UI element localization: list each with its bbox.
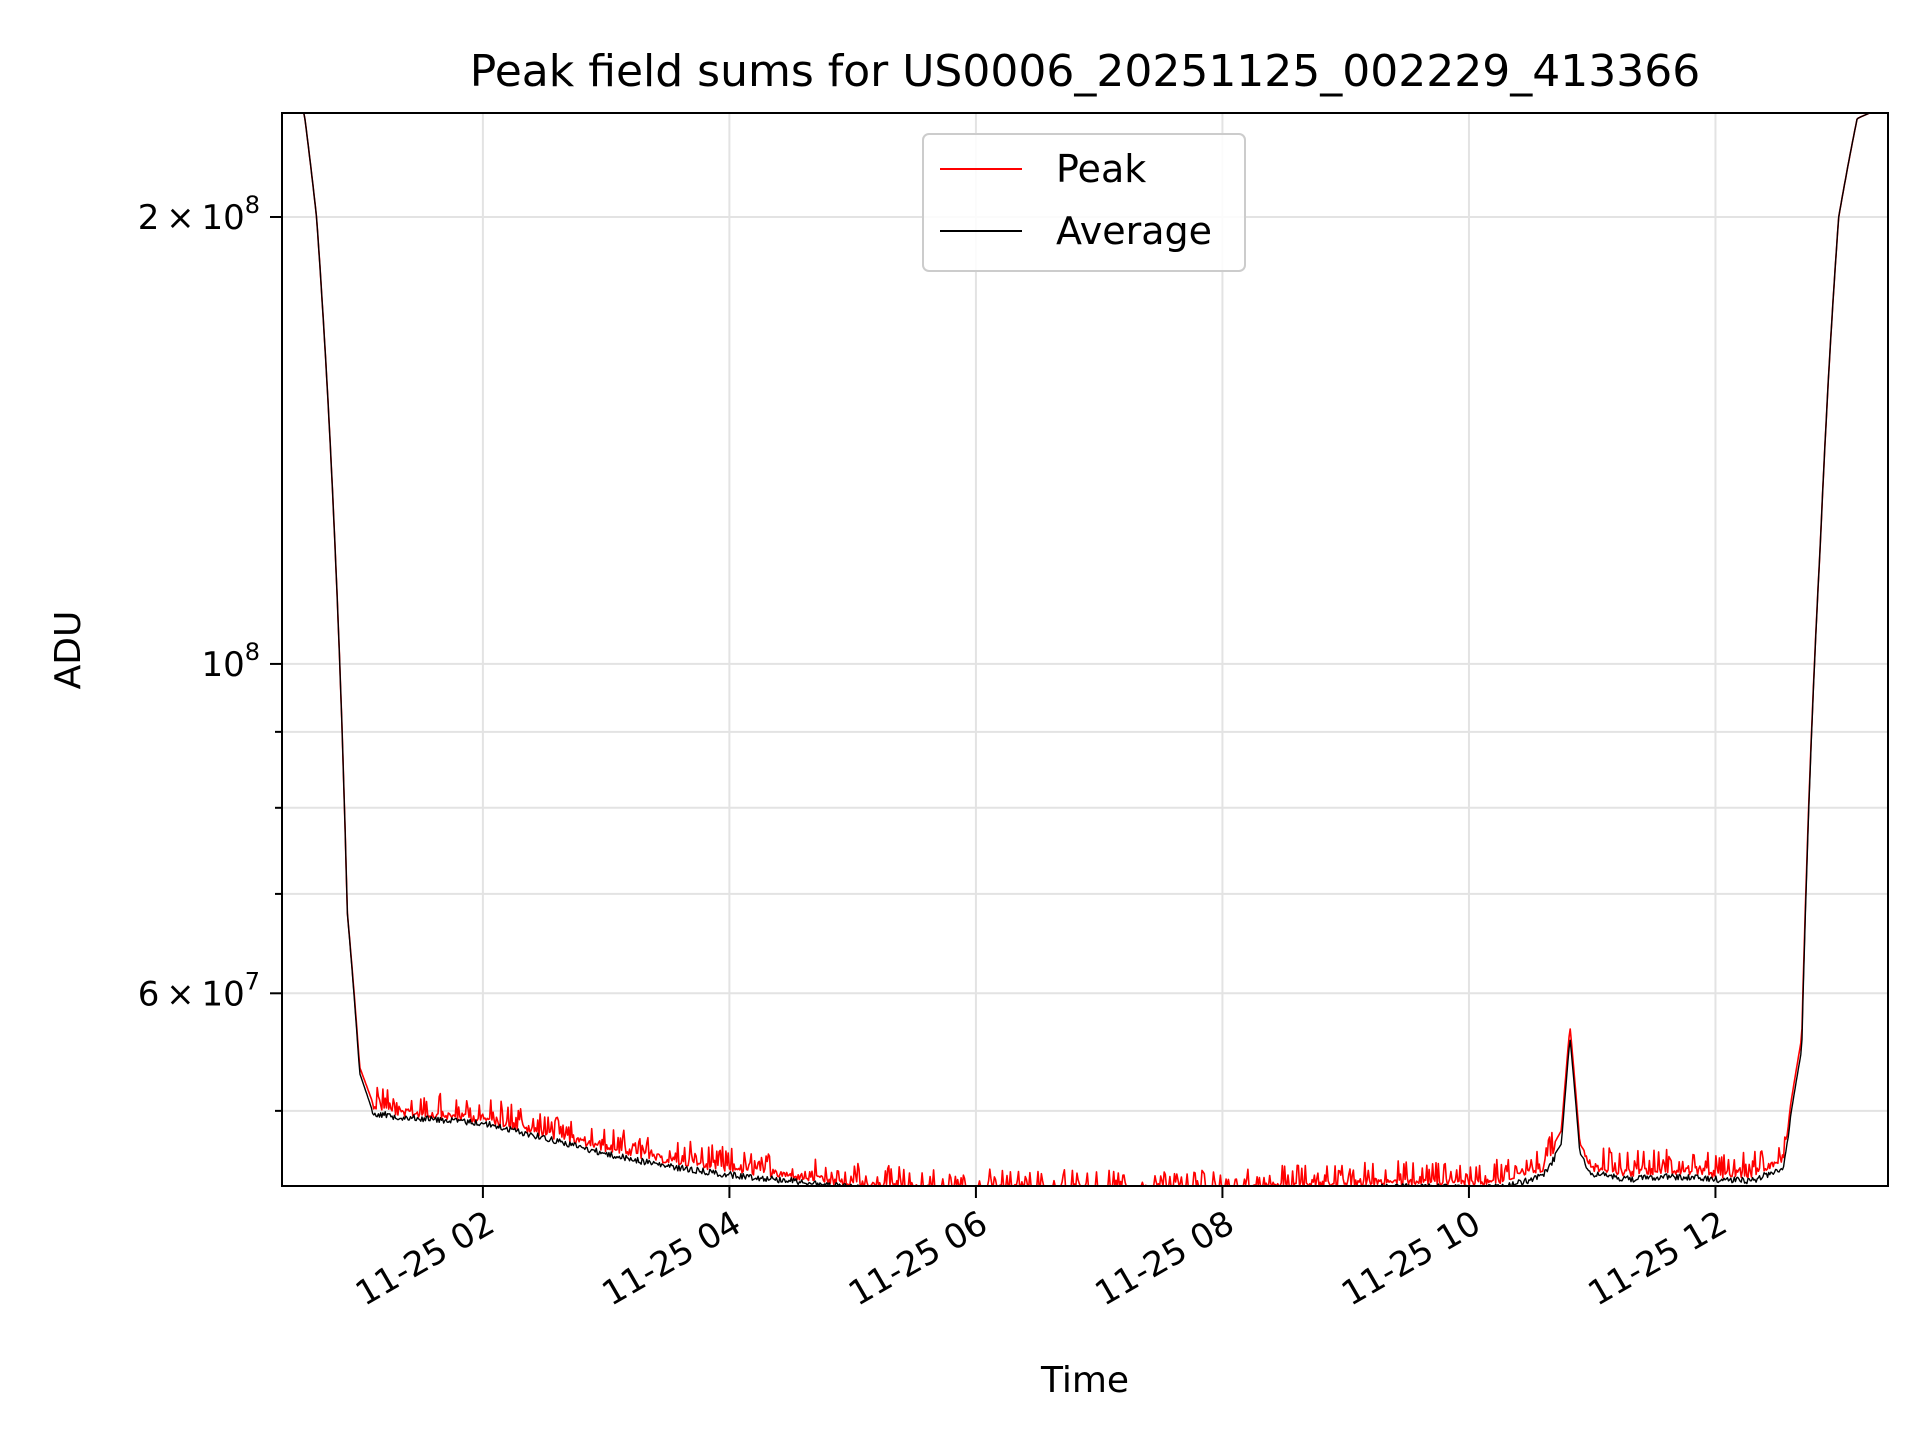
chart-title: Peak field sums for US0006_20251125_0022… <box>470 46 1700 97</box>
y-tick-label: 6 × 107 <box>138 967 260 1014</box>
y-tick-label: 2 × 108 <box>138 191 260 238</box>
legend-label-peak: Peak <box>1056 147 1146 191</box>
y-tick-label: 108 <box>201 638 260 685</box>
x-axis-label: Time <box>1040 1360 1129 1401</box>
plot-frame <box>281 112 1889 1187</box>
legend: Peak Average <box>922 133 1246 272</box>
y-axis-label: ADU <box>48 611 89 690</box>
grid <box>282 113 1888 1186</box>
legend-label-average: Average <box>1056 209 1212 253</box>
